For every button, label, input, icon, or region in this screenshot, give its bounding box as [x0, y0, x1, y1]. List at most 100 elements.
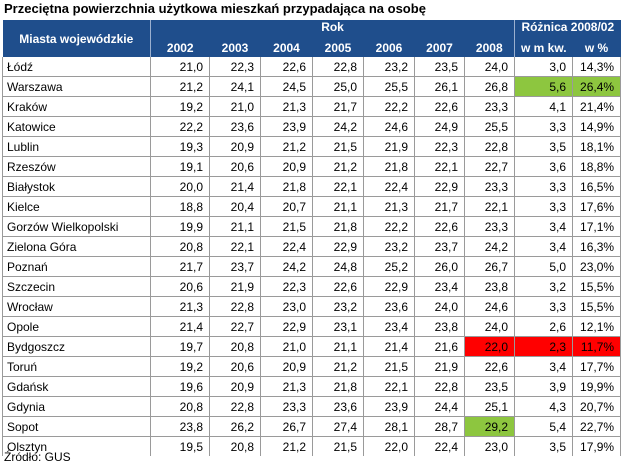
year-value-cell: 22,3 [260, 276, 313, 297]
year-value-cell: 19,5 [150, 436, 210, 456]
year-value-cell: 21,8 [363, 156, 415, 177]
year-value-cell: 18,8 [150, 196, 210, 217]
diff-m2-cell: 3,3 [514, 196, 574, 217]
source-note: Źródło: GUS [4, 450, 71, 464]
diff-m2-header: w m kw. [514, 38, 573, 57]
table-row: Łódź 21,0 22,3 22,6 22,8 23,2 23,5 24,0 3,0 14,3% [2, 57, 622, 77]
table-row: Olsztyn 19,5 20,8 21,2 21,5 22,0 22,4 23,0 3,5 17… [2, 436, 622, 456]
city-name-cell: Gorzów Wielkopolski [2, 216, 151, 237]
year-value-cell: 23,5 [464, 376, 516, 397]
year-value-cell: 20,8 [150, 396, 210, 417]
year-value-cell: 21,0 [150, 57, 210, 77]
year-value-cell: 21,2 [260, 136, 313, 157]
year-value-cell: 23,4 [363, 316, 415, 337]
year-value-cell: 20,9 [209, 136, 261, 157]
year-value-cell: 22,8 [209, 396, 261, 417]
table-row: Gdynia 20,8 22,8 23,3 23,6 23,9 24,4 25,1 4,3 20,… [2, 396, 622, 417]
diff-m2-cell: 2,3 [514, 336, 574, 357]
year-value-cell: 24,4 [414, 396, 465, 417]
diff-pct-cell: 17,1% [572, 216, 622, 237]
year-value-cell: 26,7 [464, 256, 516, 277]
year-value-cell: 23,8 [414, 316, 465, 337]
year-value-cell: 23,2 [363, 57, 415, 77]
year-value-cell: 23,6 [363, 296, 415, 317]
city-name-cell: Białystok [2, 176, 151, 197]
year-value-cell: 21,4 [150, 316, 210, 337]
year-value-cell: 21,4 [209, 176, 261, 197]
year-header: 2004 [260, 38, 313, 57]
diff-pct-cell: 17,9% [572, 436, 622, 456]
table-row: Wrocław 21,3 22,8 23,0 23,2 23,6 24,0 24,6 3,3 15… [2, 296, 622, 317]
year-value-cell: 21,1 [312, 336, 364, 357]
year-value-cell: 23,6 [312, 396, 364, 417]
year-value-cell: 21,3 [260, 96, 313, 117]
diff-m2-cell: 4,1 [514, 96, 574, 117]
year-value-cell: 28,1 [363, 416, 415, 437]
year-value-cell: 26,1 [414, 76, 465, 97]
diff-pct-cell: 17,7% [572, 356, 622, 377]
city-name-cell: Toruń [2, 356, 151, 377]
year-value-cell: 21,1 [312, 196, 364, 217]
year-header: 2007 [414, 38, 465, 57]
year-value-cell: 24,5 [260, 76, 313, 97]
year-value-cell: 19,6 [150, 376, 210, 397]
year-value-cell: 22,8 [209, 296, 261, 317]
city-name-cell: Zielona Góra [2, 236, 151, 257]
year-value-cell: 22,7 [209, 316, 261, 337]
diff-m2-cell: 3,3 [514, 176, 574, 197]
year-value-cell: 23,2 [312, 296, 364, 317]
city-name-cell: Kielce [2, 196, 151, 217]
city-name-cell: Gdynia [2, 396, 151, 417]
year-value-cell: 19,3 [150, 136, 210, 157]
year-value-cell: 20,6 [150, 276, 210, 297]
year-value-cell: 22,4 [260, 236, 313, 257]
year-value-cell: 24,0 [464, 316, 516, 337]
city-name-cell: Bydgoszcz [2, 336, 151, 357]
year-value-cell: 20,9 [260, 156, 313, 177]
year-value-cell: 21,5 [312, 136, 364, 157]
year-value-cell: 21,3 [363, 196, 415, 217]
year-value-cell: 22,2 [363, 96, 415, 117]
diff-m2-cell: 3,3 [514, 296, 574, 317]
year-value-cell: 22,9 [312, 236, 364, 257]
diff-pct-cell: 19,9% [572, 376, 622, 397]
table-body: Łódź 21,0 22,3 22,6 22,8 23,2 23,5 24,0 3,0 14,3%… [2, 57, 622, 456]
city-name-cell: Rzeszów [2, 156, 151, 177]
year-value-cell: 26,0 [414, 256, 465, 277]
table-row: Toruń 19,2 20,6 20,9 21,2 21,5 21,9 22,6 3,4 17,7… [2, 356, 622, 377]
diff-pct-cell: 16,5% [572, 176, 622, 197]
diff-pct-cell: 17,6% [572, 196, 622, 217]
year-value-cell: 21,3 [150, 296, 210, 317]
diff-m2-cell: 3,0 [514, 57, 574, 77]
year-value-cell: 23,2 [363, 236, 415, 257]
table-row: Bydgoszcz 19,7 20,8 21,0 21,1 21,4 21,6 22,0 2,3… [2, 336, 622, 357]
year-value-cell: 22,4 [363, 176, 415, 197]
diff-m2-cell: 2,6 [514, 316, 574, 337]
year-value-cell: 21,5 [260, 216, 313, 237]
year-value-cell: 22,1 [209, 236, 261, 257]
difference-group-header: Różnica 2008/02 [514, 20, 621, 38]
year-value-cell: 29,2 [464, 416, 516, 437]
table-row: Katowice 22,2 23,6 23,9 24,2 24,6 24,9 25,5 3,3 1… [2, 116, 622, 137]
year-value-cell: 20,8 [150, 236, 210, 257]
year-value-cell: 21,8 [312, 376, 364, 397]
year-value-cell: 22,6 [414, 216, 465, 237]
diff-m2-cell: 5,0 [514, 256, 574, 277]
year-value-cell: 27,4 [312, 416, 364, 437]
year-value-cell: 22,4 [414, 436, 465, 456]
city-column-header: Miasta wojewódzkie [2, 20, 151, 57]
year-value-cell: 23,1 [312, 316, 364, 337]
year-value-cell: 23,7 [414, 236, 465, 257]
city-name-cell: Olsztyn [2, 436, 151, 456]
city-name-cell: Sopot [2, 416, 151, 437]
year-value-cell: 21,6 [414, 336, 465, 357]
diff-pct-cell: 11,7% [572, 336, 622, 357]
year-value-cell: 22,8 [414, 376, 465, 397]
diff-m2-cell: 3,4 [514, 216, 574, 237]
table-row: Gdańsk 19,6 20,9 21,3 21,8 22,1 22,8 23,5 3,9 19,… [2, 376, 622, 397]
data-table: Miasta wojewódzkie Rok Różnica 2008/02 w… [2, 20, 622, 456]
year-value-cell: 26,8 [464, 76, 516, 97]
diff-pct-cell: 18,1% [572, 136, 622, 157]
year-value-cell: 19,7 [150, 336, 210, 357]
year-header: 2006 [363, 38, 415, 57]
